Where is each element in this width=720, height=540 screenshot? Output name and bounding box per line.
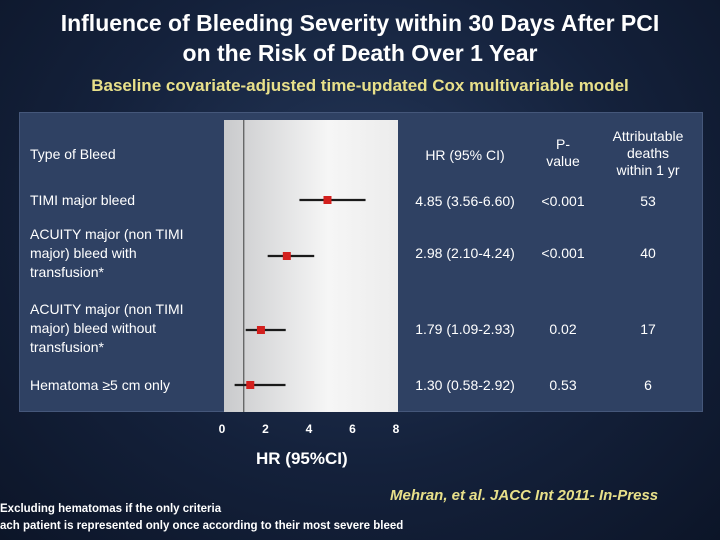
header-attr-line3: within 1 yr — [616, 162, 680, 178]
citation: Mehran, et al. JACC Int 2011- In-Press — [390, 487, 659, 504]
hr-point-row-4 — [246, 381, 255, 389]
x-tick-label-2: 4 — [306, 422, 313, 436]
header-pvalue: P- value — [533, 136, 593, 170]
row-4-hr: 1.30 (0.58-2.92) — [415, 377, 515, 393]
row-3-deaths: 17 — [640, 321, 656, 337]
header-pvalue-line1: P- — [556, 136, 570, 152]
hr-point-row-1 — [323, 196, 332, 204]
x-tick-label-0: 0 — [219, 422, 226, 436]
row-2-deaths: 40 — [640, 245, 656, 261]
row-4-pvalue: 0.53 — [549, 377, 577, 393]
row-label-hematoma: Hematoma ≥5 cm only — [30, 376, 170, 395]
header-attr-line2: deaths — [626, 145, 670, 161]
header-attr-line1: Attributable — [612, 128, 684, 144]
plot-area-background — [224, 120, 398, 412]
row-2-pvalue: <0.001 — [541, 245, 585, 261]
header-attributable-deaths: Attributable deaths within 1 yr — [597, 128, 699, 179]
row-2-label-line-3: transfusion* — [30, 264, 104, 280]
header-type-of-bleed: Type of Bleed — [30, 146, 116, 162]
footnote-2: ach patient is represented only once acc… — [0, 520, 404, 532]
row-2-hr: 2.98 (2.10-4.24) — [415, 245, 515, 261]
row-3-hr: 1.79 (1.09-2.93) — [415, 321, 515, 337]
x-tick-label-3: 6 — [349, 422, 356, 436]
footnote-1: Excluding hematomas if the only criteria — [0, 503, 222, 515]
row-3-label-line-1: ACUITY major (non TIMI — [30, 301, 184, 317]
row-label-timi-major: TIMI major bleed — [30, 191, 135, 210]
row-3-label-line-3: transfusion* — [30, 339, 104, 355]
header-pvalue-line2: value — [546, 153, 580, 169]
hr-point-row-3 — [256, 326, 265, 334]
x-axis-title: HR (95%CI) — [256, 449, 348, 468]
header-hr: HR (95% CI) — [425, 147, 505, 163]
slide-title: Influence of Bleeding Severity within 30… — [0, 8, 720, 68]
row-label-acuity-with-transfusion: ACUITY major (non TIMI major) bleed with… — [30, 225, 184, 282]
title-line-2: on the Risk of Death Over 1 Year — [182, 40, 538, 66]
row-4-label-line-1: Hematoma ≥5 cm only — [30, 377, 170, 393]
row-1-pvalue: <0.001 — [541, 193, 585, 209]
x-tick-label-4: 8 — [393, 422, 400, 436]
row-1-deaths: 53 — [640, 193, 656, 209]
row-1-hr: 4.85 (3.56-6.60) — [415, 193, 515, 209]
row-2-label-line-1: ACUITY major (non TIMI — [30, 226, 184, 242]
row-3-label-line-2: major) bleed without — [30, 320, 157, 336]
slide-subtitle: Baseline covariate-adjusted time-updated… — [91, 76, 629, 95]
row-4-deaths: 6 — [644, 377, 652, 393]
row-1-label-line-1: TIMI major bleed — [30, 192, 136, 208]
row-label-acuity-without-transfusion: ACUITY major (non TIMI major) bleed with… — [30, 300, 184, 357]
hr-point-row-2 — [282, 252, 291, 260]
row-3-pvalue: 0.02 — [549, 321, 577, 337]
title-line-1: Influence of Bleeding Severity within 30… — [60, 10, 660, 36]
row-2-label-line-2: major) bleed with — [30, 245, 137, 261]
x-tick-label-1: 2 — [262, 422, 269, 436]
